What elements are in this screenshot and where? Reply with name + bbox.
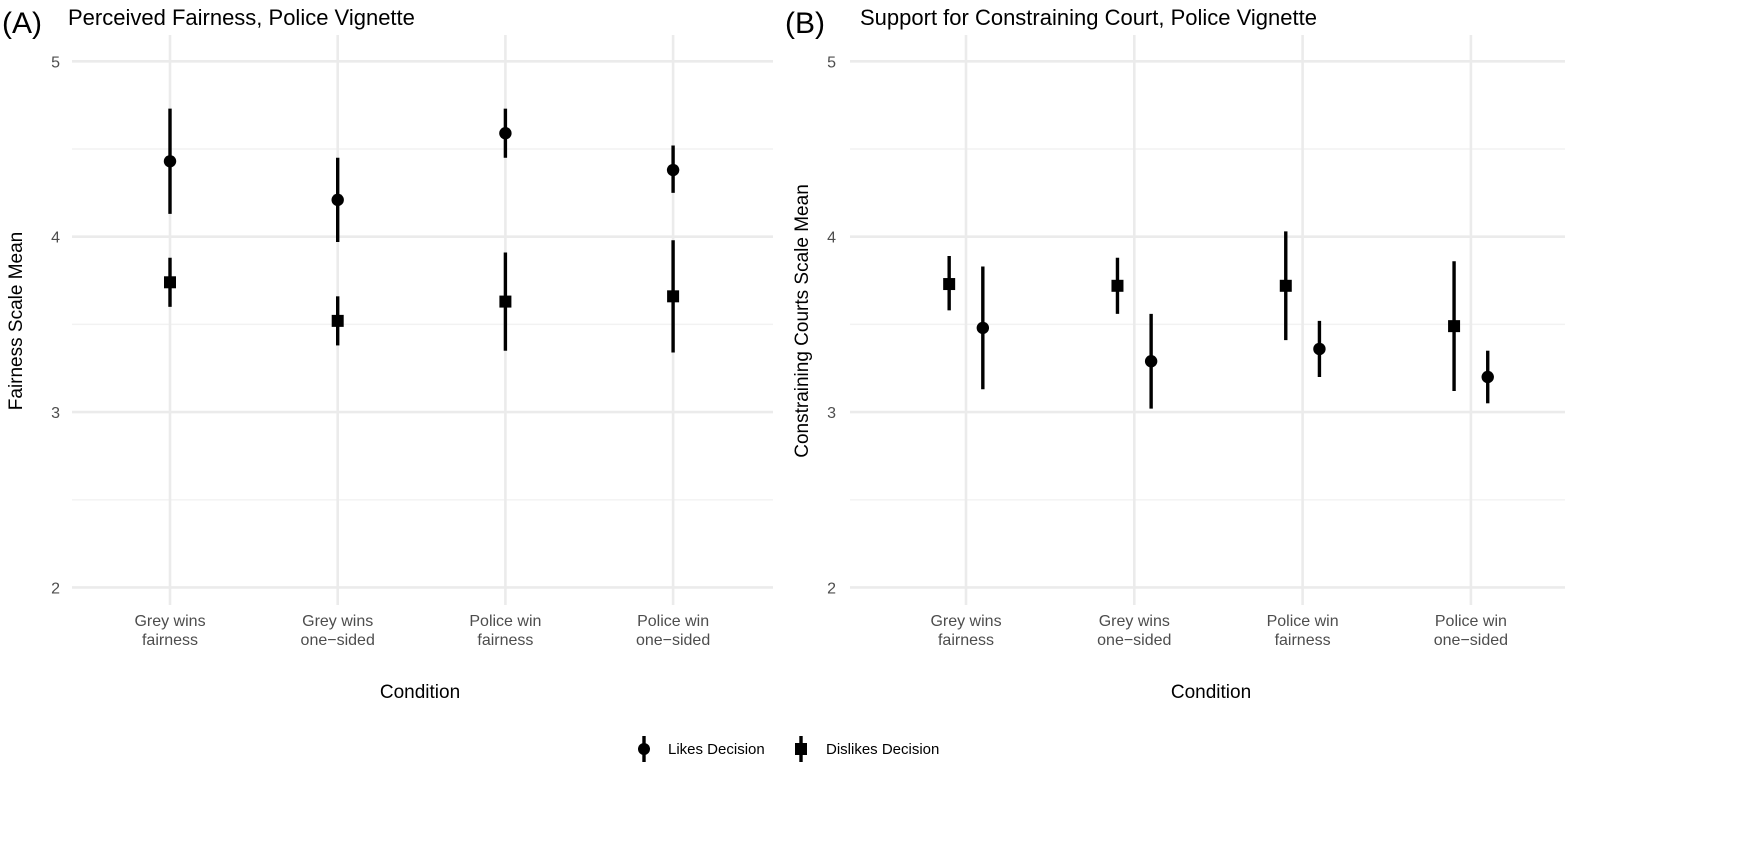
point-square xyxy=(943,278,956,291)
panel-a-x-ticks: Grey wins fairness Grey wins one−sided Polic… xyxy=(134,613,710,649)
point-square xyxy=(164,276,176,289)
y-tick-label: 2 xyxy=(51,580,60,597)
point-circle xyxy=(976,321,990,335)
panel-a-grid xyxy=(72,35,773,605)
point-circle xyxy=(163,155,177,168)
point-circle xyxy=(499,127,512,140)
y-tick-label: 3 xyxy=(51,405,60,422)
x-tick-label: Police win one−sided xyxy=(636,613,710,649)
point-square xyxy=(331,314,344,327)
legend-likes-circle-marker xyxy=(638,743,650,755)
point-circle xyxy=(331,193,344,207)
y-tick-label: 2 xyxy=(827,580,836,597)
panel-b-title: Support for Constraining Court, Police V… xyxy=(860,5,1317,30)
panel-b-letter: (B) xyxy=(785,7,825,40)
panel-a-y-ticks: 2 3 4 5 xyxy=(51,54,60,597)
panel-b-y-ticks: 2 3 4 5 xyxy=(827,54,836,597)
point-square xyxy=(1279,279,1292,292)
legend-dislikes-square-marker xyxy=(795,743,807,755)
point-circle xyxy=(1144,355,1158,368)
x-tick-label: Grey wins one−sided xyxy=(1097,613,1171,649)
point-square xyxy=(667,290,680,303)
point-circle xyxy=(1481,370,1494,384)
point-square xyxy=(499,295,512,308)
y-tick-label: 4 xyxy=(827,230,836,247)
y-tick-label: 5 xyxy=(827,54,836,71)
x-tick-label: Grey wins one−sided xyxy=(301,613,375,649)
panel-b-x-ticks: Grey wins fairness Grey wins one−sided Polic… xyxy=(930,613,1508,649)
panel-a-letter: (A) xyxy=(2,7,42,40)
x-tick-label: Grey wins fairness xyxy=(930,613,1001,649)
panel-b-marks xyxy=(943,231,1494,409)
panel-b: (B) Support for Constraining Court, Poli… xyxy=(785,5,1565,703)
legend: Likes Decision Dislikes Decision xyxy=(638,736,939,762)
x-tick-label: Police win fairness xyxy=(469,613,541,649)
y-tick-label: 4 xyxy=(51,230,60,247)
panel-a-marks xyxy=(163,108,680,353)
panel-b-grid xyxy=(850,35,1565,605)
point-circle xyxy=(1313,342,1326,356)
point-circle xyxy=(666,163,680,177)
y-tick-label: 5 xyxy=(51,54,60,71)
panel-a: (A) Perceived Fairness, Police Vignette … xyxy=(2,5,773,703)
panel-a-title: Perceived Fairness, Police Vignette xyxy=(68,5,415,30)
legend-dislikes-label: Dislikes Decision xyxy=(826,741,939,758)
x-tick-label: Police win one−sided xyxy=(1434,613,1508,649)
legend-item-dislikes: Dislikes Decision xyxy=(795,736,939,762)
y-tick-label: 3 xyxy=(827,405,836,422)
panel-b-y-axis-title: Constraining Courts Scale Mean xyxy=(792,184,813,458)
legend-likes-label: Likes Decision xyxy=(668,741,765,758)
panel-b-x-axis-title: Condition xyxy=(1171,682,1251,703)
panel-a-x-axis-title: Condition xyxy=(380,682,460,703)
x-tick-label: Police win fairness xyxy=(1267,613,1339,649)
point-square xyxy=(1448,320,1461,333)
x-tick-label: Grey wins fairness xyxy=(134,613,205,649)
point-square xyxy=(1111,279,1124,292)
legend-item-likes: Likes Decision xyxy=(638,736,765,762)
panel-a-y-axis-title: Fairness Scale Mean xyxy=(6,232,27,410)
